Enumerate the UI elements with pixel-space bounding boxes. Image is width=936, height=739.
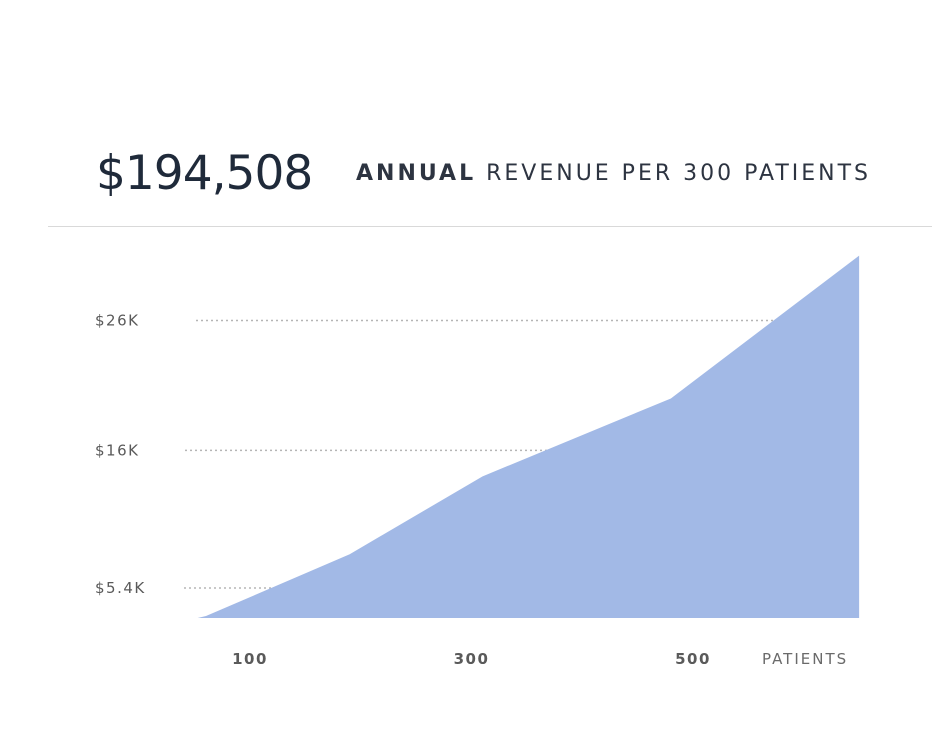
x-axis-ticks: 100 300 500 PATIENTS [232, 650, 848, 668]
area-series [197, 255, 860, 618]
y-tick-label: $5.4K [95, 579, 146, 597]
area-layer [197, 255, 860, 618]
x-tick-label: 100 [232, 650, 268, 668]
grid-lines [184, 319, 840, 589]
y-tick-label: $16K [95, 441, 139, 459]
header-divider [48, 226, 932, 227]
x-axis-unit-label: PATIENTS [762, 650, 848, 668]
subtitle-strong: ANNUAL [356, 161, 477, 186]
x-tick-label: 500 [675, 650, 711, 668]
chart-subtitle: ANNUAL REVENUE PER 300 PATIENTS [356, 160, 871, 188]
subtitle-rest: REVENUE PER 300 PATIENTS [486, 161, 872, 186]
y-tick-label: $26K [95, 312, 139, 330]
x-tick-label: 300 [454, 650, 490, 668]
y-axis-ticks: $5.4K $16K $26K [95, 312, 146, 597]
revenue-value: $194,508 [96, 146, 313, 201]
